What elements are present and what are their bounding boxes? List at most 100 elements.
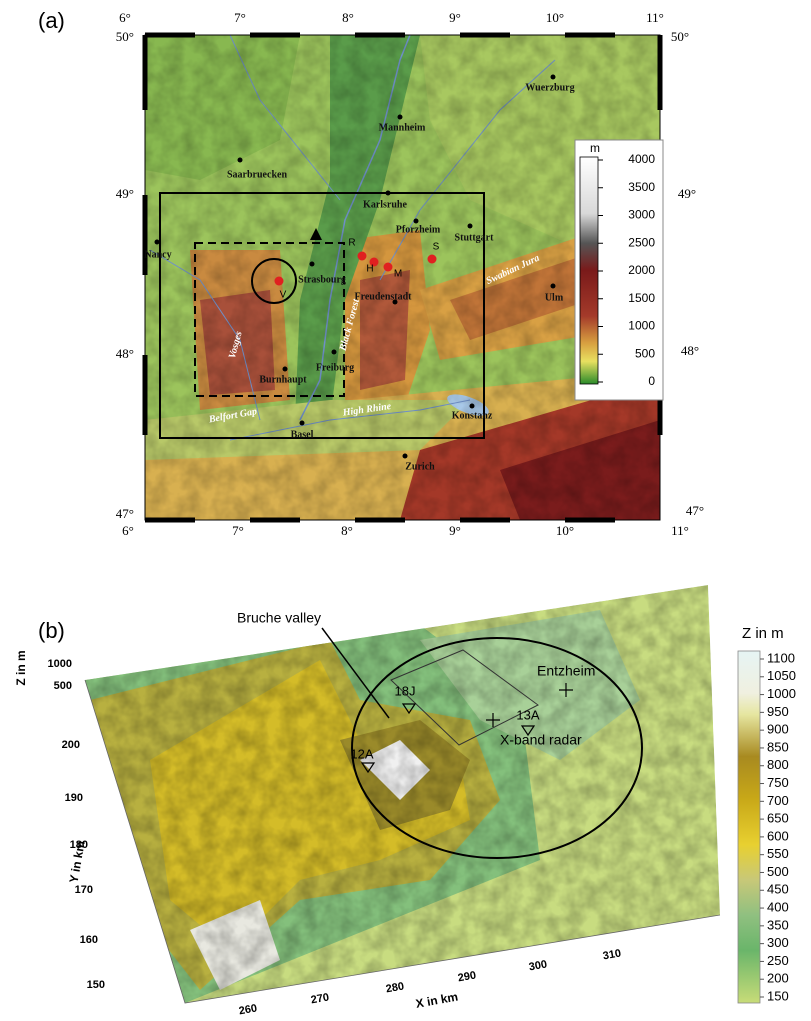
z-tick-label: 500 [54,680,72,692]
lat-tick-label: 49° [678,186,696,201]
annotation: Bruche valley [237,610,321,626]
x-tick-label: 270 [310,991,330,1006]
x-tick-label: 310 [602,947,622,962]
colorbar-tick-label: 650 [767,811,789,826]
city-label: Saarbruecken [227,169,287,180]
colorbar-tick-label: 1500 [628,291,655,305]
colorbar-tick-label: 250 [767,953,789,968]
lon-tick-label: 7° [232,523,244,538]
z-tick-label: 1000 [48,658,72,670]
city-dot [238,158,243,163]
y-tick-label: 170 [75,884,93,896]
x-tick-label: 300 [528,958,548,973]
colorbar-tick-label: 3500 [628,180,655,194]
city-dot [332,350,337,355]
panel-label: (a) [38,8,65,33]
site-label: 18J [395,683,416,698]
colorbar-tick-label: 500 [767,864,789,879]
colorbar-title: Z in m [742,625,784,642]
colorbar-tick-label: 900 [767,722,789,737]
panel-label: (b) [38,618,65,643]
y-tick-label: 200 [62,739,80,751]
city-dot [470,404,475,409]
colorbar-tick-label: 0 [648,374,655,388]
site-dot [275,277,284,286]
city-label: Wuerzburg [525,82,574,93]
lon-tick-label: 10° [556,523,574,538]
colorbar-tick-label: 2000 [628,263,655,277]
city-dot [283,367,288,372]
city-dot [551,284,556,289]
lat-tick-label: 50° [116,29,134,44]
x-tick-label: 290 [457,969,477,984]
city-label: Ulm [545,292,564,303]
lat-tick-label: 50° [671,29,689,44]
site-label: H [366,264,373,275]
site-label: R [348,238,355,249]
colorbar-tick-label: 4000 [628,152,655,166]
colorbar [580,157,598,384]
colorbar-tick-label: 700 [767,793,789,808]
colorbar [738,651,760,1003]
lon-tick-label: 6° [122,523,134,538]
lat-tick-label: 48° [681,343,699,358]
lat-tick-label: 48° [116,346,134,361]
colorbar-tick-label: 1000 [767,686,796,701]
city-dot [551,75,556,80]
figure: (a)6°7°8°9°10°11°6°7°8°9°10°11°50°49°48°… [0,0,811,1021]
colorbar-tick-label: 300 [767,935,789,950]
lon-tick-label: 10° [546,10,564,25]
lon-tick-label: 8° [341,523,353,538]
y-tick-label: 150 [87,979,105,991]
site-dot [358,252,367,261]
terrain-3d [85,585,720,1003]
city-dot [310,262,315,267]
lon-tick-label: 6° [119,10,131,25]
city-label: Mannheim [379,122,426,133]
city-dot [155,240,160,245]
axis-title: Z in m [14,650,28,685]
colorbar-tick-label: 800 [767,757,789,772]
city-label: Basel [291,429,314,440]
colorbar-tick-label: 150 [767,988,789,1003]
colorbar-tick-label: 500 [635,346,655,360]
city-label: Konstanz [452,410,493,421]
site-label: M [394,269,402,280]
lat-tick-label: 49° [116,186,134,201]
city-dot [386,191,391,196]
colorbar-tick-label: 600 [767,828,789,843]
colorbar-tick-label: 400 [767,899,789,914]
city-label: Pforzheim [396,224,441,235]
axis-title: X in km [415,990,459,1011]
city-label: Freiburg [316,362,354,373]
x-tick-label: 260 [238,1002,258,1017]
city-label: Karlsruhe [363,199,407,210]
city-label: Stuttgart [455,232,495,243]
city-dot [414,219,419,224]
annotation: Entzheim [537,663,595,679]
city-dot [468,224,473,229]
colorbar-tick-label: 2500 [628,235,655,249]
y-tick-label: 190 [65,792,83,804]
lat-tick-label: 47° [116,506,134,521]
colorbar-title: m [590,141,600,155]
y-tick-label: 160 [80,934,98,946]
city-dot [300,421,305,426]
colorbar-tick-label: 450 [767,882,789,897]
colorbar-tick-label: 1100 [767,650,795,665]
city-dot [403,454,408,459]
city-label: Zurich [405,461,435,472]
lat-tick-label: 47° [686,503,704,518]
lon-tick-label: 7° [234,10,246,25]
city-dot [398,115,403,120]
lon-tick-label: 11° [671,523,689,538]
city-label: Freudenstadt [354,291,412,302]
site-label: 13A [516,707,539,722]
colorbar-tick-label: 1000 [628,319,655,333]
lon-tick-label: 8° [342,10,354,25]
site-label: S [433,242,440,253]
city-label: Strasbourg [298,274,346,285]
site-label: V [280,290,287,301]
city-label: Nancy [144,249,171,260]
site-dot [384,263,393,272]
